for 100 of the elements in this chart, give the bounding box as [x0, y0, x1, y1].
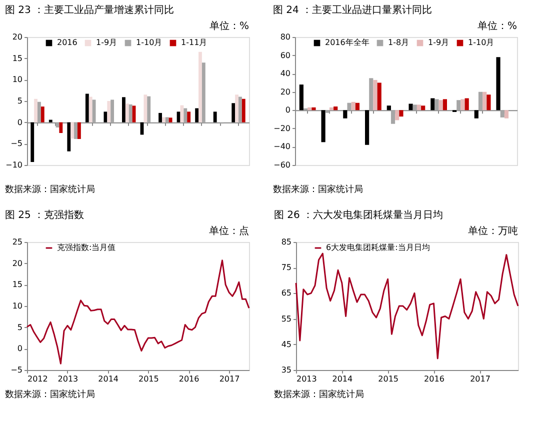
bar	[464, 98, 469, 110]
y-tick-label: 80	[280, 32, 290, 42]
bar	[59, 122, 63, 133]
y-tick-label: 20	[12, 32, 22, 42]
x-tick-label: 2013	[296, 374, 317, 384]
bar	[74, 122, 78, 139]
bar	[496, 57, 500, 110]
legend-label: 克强指数:当月值	[57, 243, 116, 252]
line-series	[26, 260, 250, 364]
bar	[107, 101, 111, 122]
chart-title: 图 23 ：主要工业品产量增速累计同比	[5, 4, 174, 16]
y-tick-label: 55	[281, 314, 292, 324]
chart-title: 图 25 ：克强指数	[5, 209, 84, 221]
bar	[486, 94, 491, 110]
bar	[88, 96, 92, 122]
bar	[343, 110, 348, 118]
bar	[408, 104, 413, 110]
bar	[162, 117, 166, 122]
bar	[235, 94, 238, 122]
bar	[500, 110, 504, 118]
bar	[390, 110, 396, 124]
y-tick-label: 0	[17, 118, 22, 127]
bar	[460, 99, 465, 110]
bar	[421, 106, 426, 110]
legend-label: 1-11月	[181, 38, 208, 47]
bar	[412, 104, 417, 110]
bar	[176, 112, 180, 122]
bar	[67, 122, 71, 152]
bar	[416, 104, 422, 110]
chart-title: 图 24 ：主要工业品进口量累计同比	[273, 4, 432, 16]
bar	[40, 106, 44, 122]
x-tick-label: 2017	[219, 374, 240, 384]
y-tick-label: −5	[10, 366, 22, 374]
x-tick-label: 2012	[28, 374, 48, 384]
bar	[334, 106, 338, 110]
bar	[125, 104, 129, 122]
bar	[198, 52, 202, 122]
x-tick-label: 2015	[378, 374, 398, 384]
source-note: 数据来源：国家统计局	[274, 389, 364, 400]
y-tick-label: 10	[12, 75, 22, 84]
bar	[213, 112, 217, 122]
bar	[399, 110, 404, 117]
bar	[202, 62, 206, 122]
y-tick-label: −40	[274, 142, 290, 152]
legend-label: 1-9月	[428, 38, 450, 47]
text: 单位：%	[209, 20, 249, 32]
y-tick-label: 25	[12, 238, 22, 246]
bar	[355, 102, 360, 110]
y-tick-label: 65	[281, 288, 292, 298]
bar	[30, 122, 34, 162]
bar	[434, 99, 439, 110]
y-tick-label: 0	[17, 344, 22, 354]
bar	[48, 120, 52, 122]
y-tick-label: 15	[12, 54, 22, 63]
legend-label: 1-10月	[468, 38, 494, 47]
y-tick-label: −10	[6, 160, 22, 170]
bar	[347, 102, 352, 110]
bar	[478, 92, 483, 110]
y-tick-label: 60	[280, 50, 290, 60]
bar	[165, 117, 169, 122]
bar	[321, 110, 326, 142]
bar	[122, 97, 126, 122]
bar	[147, 96, 151, 122]
legend-label: 1-8月	[388, 38, 410, 47]
bar	[187, 112, 191, 122]
bar	[168, 118, 172, 122]
legend-label: 2016年全年	[325, 38, 370, 47]
x-tick-label: 2016	[424, 374, 444, 384]
y-tick-label: 0	[285, 106, 290, 115]
legend-label: 1-9月	[96, 38, 118, 47]
bar	[364, 110, 370, 145]
bar	[195, 108, 199, 122]
bar	[232, 103, 236, 122]
bar	[77, 122, 81, 139]
legend-label: 2016	[57, 38, 78, 47]
x-tick-label: 2017	[470, 374, 490, 384]
y-tick-label: 40	[280, 69, 290, 78]
bar	[184, 108, 188, 122]
legend-label: 6大发电集团耗煤量:当月日均	[326, 243, 430, 252]
bar	[351, 102, 356, 110]
bar	[104, 112, 108, 122]
bar	[34, 98, 38, 122]
bar	[430, 98, 435, 110]
bar	[70, 122, 74, 139]
y-tick-label: −20	[274, 124, 290, 133]
bar	[373, 80, 378, 110]
text: 单位：%	[477, 20, 517, 32]
bar	[395, 110, 400, 120]
source-note: 数据来源：国家统计局	[5, 389, 95, 400]
bar	[442, 99, 448, 110]
text: 单位：点	[209, 225, 249, 237]
x-tick-label: 2015	[138, 374, 159, 384]
y-tick-label: 15	[12, 280, 22, 290]
source-note: 数据来源：国家统计局	[5, 184, 95, 195]
bar	[377, 82, 382, 110]
bar	[144, 94, 148, 122]
bar	[482, 92, 487, 110]
bar	[456, 100, 461, 110]
bar	[110, 100, 114, 122]
text: 单位：万吨	[468, 225, 518, 237]
